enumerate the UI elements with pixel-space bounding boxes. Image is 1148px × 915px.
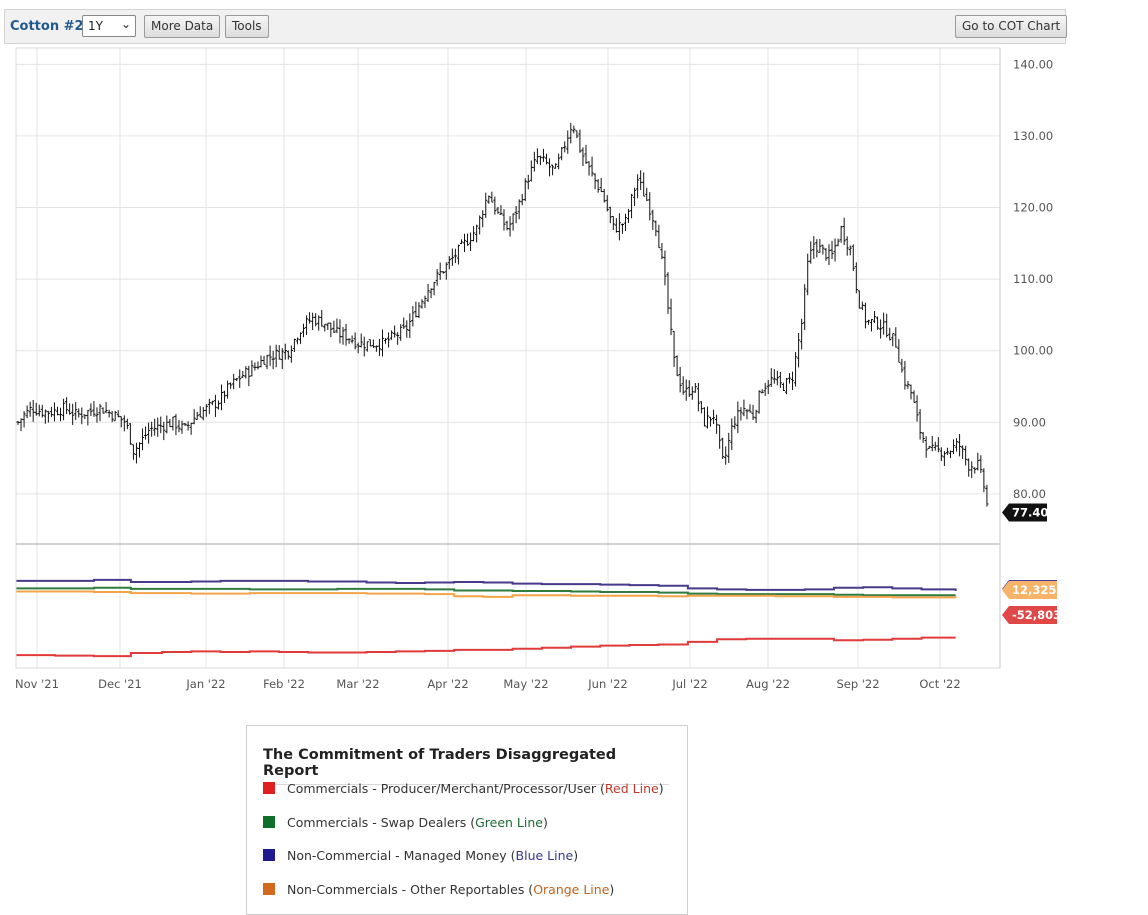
x-tick-label: Nov '21 <box>15 677 59 691</box>
producer-badge-shape <box>1002 606 1057 624</box>
x-tick-label: Jul '22 <box>671 677 707 691</box>
period-value: 1Y <box>88 19 103 33</box>
chart-grid <box>16 48 1000 668</box>
x-tick-label: Dec '21 <box>98 677 142 691</box>
legend-title: The Commitment of Traders Disaggregated … <box>263 747 669 785</box>
legend-paren-close: ) <box>573 848 579 863</box>
legend-text: Commercials - Swap Dealers ( <box>287 815 476 830</box>
x-tick-label: Mar '22 <box>336 677 379 691</box>
green-swatch <box>263 816 275 828</box>
legend-text: Non-Commercials - Other Reportables ( <box>287 882 534 897</box>
legend-text: Commercials - Producer/Merchant/Processo… <box>287 781 605 796</box>
tools-button[interactable]: Tools <box>225 15 269 38</box>
legend-color-name: Blue Line <box>515 848 574 863</box>
legend-color-name: Green Line <box>475 815 543 830</box>
chevron-down-icon: ⌄ <box>120 17 131 31</box>
x-tick-label: Oct '22 <box>919 677 960 691</box>
symbol-label[interactable]: Cotton #2 <box>10 19 84 34</box>
chart-axes: 140.00 130.00 120.00 110.00 100.00 90.00 80.00… <box>15 47 1053 691</box>
chart-toolbar: Cotton #2 1Y ⌄ More Data Tools Go to COT… <box>4 9 1068 44</box>
legend-color-name: Red Line <box>604 781 659 796</box>
y-tick-label: 110.00 <box>1013 272 1053 286</box>
x-tick-label: Feb '22 <box>263 677 305 691</box>
cot-lines <box>16 578 957 658</box>
x-tick-label: Sep '22 <box>836 677 879 691</box>
plot-frame <box>15 47 1001 669</box>
period-select[interactable]: 1Y ⌄ <box>82 15 136 37</box>
orange-swatch <box>263 883 275 895</box>
blue-swatch <box>263 849 275 861</box>
price-chart[interactable]: 140.00 130.00 120.00 110.00 100.00 90.00 80.00… <box>0 44 1066 704</box>
y-tick-label: 80.00 <box>1013 487 1046 501</box>
cot-series-line-2 <box>16 578 957 591</box>
y-tick-label: 120.00 <box>1013 201 1053 215</box>
x-tick-label: Apr '22 <box>427 677 468 691</box>
producer-badge: -52,803 <box>1002 606 1061 624</box>
x-tick-label: Aug '22 <box>746 677 790 691</box>
cot-series-line-0 <box>16 636 956 658</box>
y-tick-label: 90.00 <box>1013 415 1046 429</box>
legend-paren-close: ) <box>543 815 548 830</box>
value-badges: 77.40 12,325 -52,803 <box>1002 503 1061 624</box>
x-tick-label: Jan '22 <box>185 677 225 691</box>
legend-text: Non-Commercial - Managed Money ( <box>287 848 516 863</box>
y-tick-label: 100.00 <box>1013 344 1053 358</box>
cot-legend: The Commitment of Traders Disaggregated … <box>246 725 688 915</box>
last-price-badge-shape <box>1002 503 1047 522</box>
y-tick-label: 140.00 <box>1013 57 1053 71</box>
legend-color-name: Orange Line <box>533 882 610 897</box>
last-price-badge: 77.40 <box>1002 503 1048 522</box>
ohlc-bars <box>16 122 989 507</box>
more-data-button[interactable]: More Data <box>144 15 221 38</box>
cot-series-line-3 <box>16 590 957 599</box>
legend-paren-close: ) <box>658 781 664 796</box>
last-price-badge-text: 77.40 <box>1012 505 1048 519</box>
other-reportables-badge: 12,325 <box>1002 581 1057 599</box>
legend-paren-close: ) <box>609 882 615 897</box>
other-reportables-badge-text: 12,325 <box>1012 583 1056 597</box>
y-tick-label: 130.00 <box>1013 129 1053 143</box>
cot-series-line-1 <box>16 586 956 597</box>
legend-item-swap-dealers: Commercials - Swap Dealers (Green Line) <box>263 815 548 830</box>
producer-badge-text: -52,803 <box>1012 608 1061 622</box>
x-tick-label: Jun '22 <box>587 677 627 691</box>
go-to-cot-chart-button[interactable]: Go to COT Chart <box>955 15 1068 38</box>
legend-item-other-reportables: Non-Commercials - Other Reportables (Ora… <box>263 882 614 897</box>
legend-item-producer: Commercials - Producer/Merchant/Processo… <box>263 781 664 796</box>
legend-item-managed-money: Non-Commercial - Managed Money (Blue Lin… <box>263 848 578 863</box>
x-tick-label: May '22 <box>503 677 548 691</box>
red-swatch <box>263 782 275 794</box>
other-reportables-badge-shape <box>1002 581 1057 599</box>
